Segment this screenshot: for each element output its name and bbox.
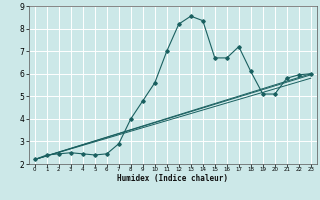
X-axis label: Humidex (Indice chaleur): Humidex (Indice chaleur): [117, 174, 228, 183]
